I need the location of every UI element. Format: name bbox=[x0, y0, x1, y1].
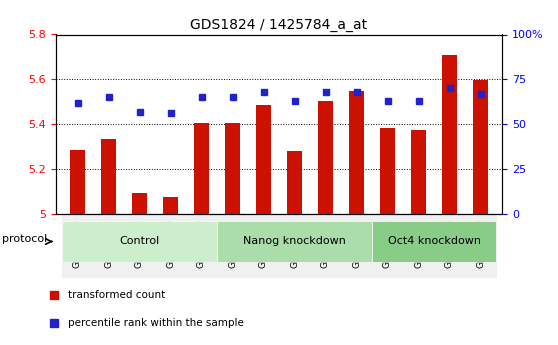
Bar bbox=[279, 214, 310, 277]
Bar bbox=[473, 80, 488, 214]
Text: percentile rank within the sample: percentile rank within the sample bbox=[69, 318, 244, 327]
Bar bbox=[186, 214, 217, 277]
Bar bbox=[70, 150, 85, 214]
Bar bbox=[287, 151, 302, 214]
Bar bbox=[93, 214, 124, 277]
Bar bbox=[163, 197, 178, 214]
Bar bbox=[217, 221, 372, 262]
Bar bbox=[411, 130, 426, 214]
Bar bbox=[372, 214, 403, 277]
Bar bbox=[349, 90, 364, 214]
Bar bbox=[256, 105, 271, 214]
Bar bbox=[101, 139, 116, 214]
Title: GDS1824 / 1425784_a_at: GDS1824 / 1425784_a_at bbox=[190, 18, 368, 32]
Bar bbox=[194, 123, 209, 214]
Bar bbox=[310, 214, 341, 277]
Bar bbox=[341, 214, 372, 277]
Bar bbox=[62, 214, 93, 277]
Bar bbox=[403, 214, 434, 277]
Text: transformed count: transformed count bbox=[69, 290, 166, 299]
Text: protocol: protocol bbox=[2, 235, 47, 244]
Bar bbox=[465, 214, 496, 277]
Bar bbox=[318, 101, 333, 214]
Bar bbox=[132, 193, 147, 214]
Bar bbox=[62, 221, 217, 262]
Text: Nanog knockdown: Nanog knockdown bbox=[243, 237, 346, 246]
Text: Control: Control bbox=[119, 237, 160, 246]
Bar bbox=[248, 214, 279, 277]
Bar bbox=[124, 214, 155, 277]
Bar bbox=[372, 221, 496, 262]
Bar bbox=[380, 128, 395, 214]
Bar bbox=[225, 123, 240, 214]
Bar bbox=[155, 214, 186, 277]
Bar bbox=[217, 214, 248, 277]
Bar bbox=[442, 55, 457, 214]
Bar bbox=[434, 214, 465, 277]
Text: Oct4 knockdown: Oct4 knockdown bbox=[387, 237, 480, 246]
